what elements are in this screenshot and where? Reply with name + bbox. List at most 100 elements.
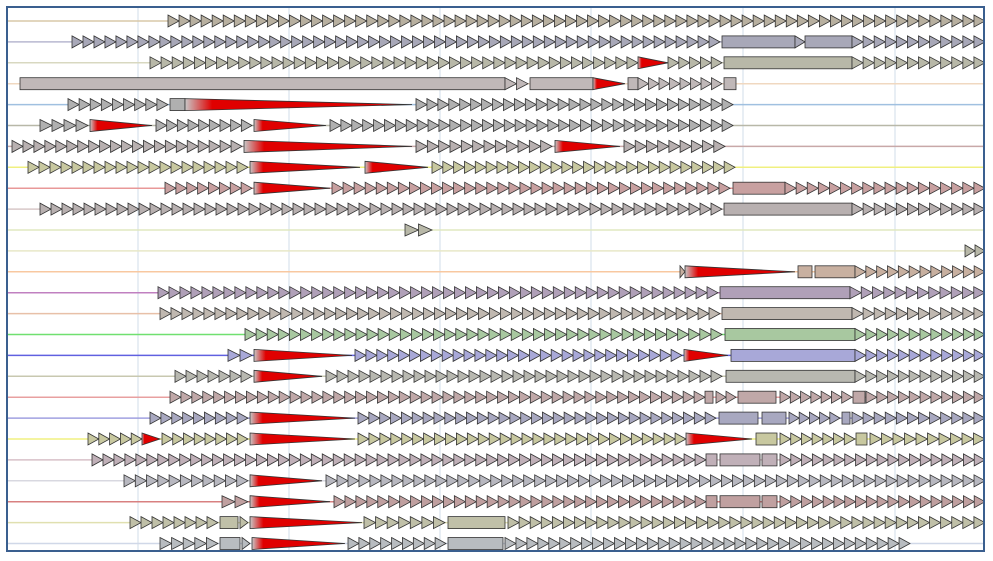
gene-arrow[interactable]	[540, 515, 554, 530]
gene-arrow[interactable]	[497, 390, 510, 404]
gene-arrow[interactable]	[952, 327, 965, 342]
gene-arrow[interactable]	[537, 536, 550, 550]
gene-arrow[interactable]	[686, 14, 699, 28]
gene-arrow[interactable]	[941, 265, 954, 279]
gene-arrow[interactable]	[626, 160, 639, 174]
gene-arrow[interactable]	[346, 35, 359, 49]
gene-arrow[interactable]	[369, 369, 382, 383]
gene-arrow[interactable]	[806, 181, 820, 195]
gene-arrow[interactable]	[862, 202, 876, 216]
gene-arrow[interactable]	[230, 118, 243, 133]
gene-arrow[interactable]	[485, 160, 498, 174]
gene-track[interactable]	[8, 411, 985, 425]
gene-arrow[interactable]	[171, 411, 184, 425]
gene-arrow[interactable]	[196, 369, 209, 383]
gene-arrow[interactable]	[100, 97, 114, 112]
gene-arrow[interactable]	[854, 369, 867, 383]
gene-arrow[interactable]	[917, 286, 930, 300]
gene-arrow[interactable]	[650, 453, 663, 467]
gene-arrow[interactable]	[596, 286, 610, 300]
gene-arrow[interactable]	[255, 14, 269, 28]
gene-arrow[interactable]	[229, 181, 242, 195]
gene-arrow[interactable]	[99, 139, 112, 154]
gene-arrow[interactable]	[551, 390, 564, 404]
gene-arrow[interactable]	[641, 181, 654, 195]
gene-arrow[interactable]	[207, 369, 220, 383]
gene-arrow[interactable]	[940, 202, 953, 216]
gene-arrow[interactable]	[204, 411, 217, 425]
gene-arrow[interactable]	[390, 306, 403, 321]
gene-arrow[interactable]	[104, 35, 117, 49]
gene-arrow[interactable]	[595, 453, 609, 467]
gene-arrow[interactable]	[258, 35, 271, 49]
gene-arrow[interactable]	[593, 56, 606, 70]
gene-arrow[interactable]	[421, 495, 434, 509]
gene-arrow[interactable]	[885, 474, 898, 488]
gene-track[interactable]	[8, 56, 985, 70]
gene-arrow[interactable]	[149, 411, 162, 425]
gene-arrow[interactable]	[817, 181, 831, 195]
gene-arrow[interactable]	[653, 14, 666, 28]
gene-arrow[interactable]	[247, 306, 260, 321]
gene-arrow[interactable]	[353, 181, 367, 195]
gene-arrow[interactable]	[380, 369, 393, 383]
gene-arrow[interactable]	[950, 432, 963, 446]
gene-arrow[interactable]	[134, 474, 148, 488]
gene-arrow[interactable]	[357, 411, 370, 425]
gene-arrow[interactable]	[543, 35, 557, 49]
gene-arrow[interactable]	[524, 97, 538, 112]
gene-arrow[interactable]	[168, 453, 181, 467]
gene-arrow[interactable]	[884, 202, 898, 216]
gene-arrow[interactable]	[884, 515, 898, 530]
gene-arrow[interactable]	[609, 35, 622, 49]
gene-arrow[interactable]	[138, 202, 151, 216]
gene-arrow[interactable]	[325, 369, 338, 383]
gene-arrow[interactable]	[663, 432, 676, 446]
gene-arrow[interactable]	[227, 348, 241, 363]
gene-block[interactable]	[855, 432, 868, 446]
gene-arrow[interactable]	[764, 474, 778, 488]
gene-arrow[interactable]	[650, 390, 663, 404]
gene-arrow[interactable]	[543, 306, 557, 321]
gene-arrow[interactable]	[800, 390, 812, 404]
gene-arrow[interactable]	[529, 348, 542, 363]
gene-arrow[interactable]	[442, 453, 455, 467]
gene-arrow[interactable]	[168, 474, 182, 488]
gene-arrow[interactable]	[493, 56, 506, 70]
gene-arrow[interactable]	[377, 390, 390, 404]
gene-arrow[interactable]	[797, 474, 811, 488]
gene-arrow[interactable]	[577, 327, 590, 342]
gene-arrow[interactable]	[561, 348, 574, 363]
gene-arrow[interactable]	[492, 97, 505, 112]
gene-arrow[interactable]	[409, 348, 422, 363]
gene-arrow[interactable]	[615, 56, 628, 70]
gene-arrow[interactable]	[951, 35, 964, 49]
gene-arrow[interactable]	[679, 77, 692, 91]
gene-arrow[interactable]	[515, 536, 528, 550]
gene-arrow[interactable]	[288, 327, 302, 342]
gene-arrow[interactable]	[39, 118, 53, 133]
gene-arrow[interactable]	[233, 14, 247, 28]
gene-arrow[interactable]	[230, 139, 243, 154]
gene-arrow[interactable]	[208, 139, 221, 154]
gene-arrow[interactable]	[897, 348, 910, 363]
gene-arrow[interactable]	[612, 118, 625, 133]
gene-arrow[interactable]	[173, 515, 186, 530]
gene-arrow[interactable]	[437, 56, 451, 70]
gene-arrow[interactable]	[688, 369, 701, 383]
gene-arrow[interactable]	[444, 411, 457, 425]
gene-arrow[interactable]	[962, 202, 975, 216]
gene-arrow[interactable]	[483, 139, 497, 154]
gene-arrow[interactable]	[876, 390, 889, 404]
gene-arrow[interactable]	[175, 139, 189, 154]
gene-arrow[interactable]	[192, 35, 205, 49]
gene-arrow[interactable]	[536, 118, 549, 133]
gene-arrow[interactable]	[666, 369, 679, 383]
gene-block[interactable]	[755, 432, 778, 446]
gene-arrow[interactable]	[929, 181, 942, 195]
gene-arrow[interactable]	[951, 202, 964, 216]
gene-arrow[interactable]	[918, 474, 931, 488]
gene-arrow[interactable]	[773, 515, 787, 530]
gene-arrow[interactable]	[940, 14, 953, 28]
gene-arrow[interactable]	[362, 118, 375, 133]
